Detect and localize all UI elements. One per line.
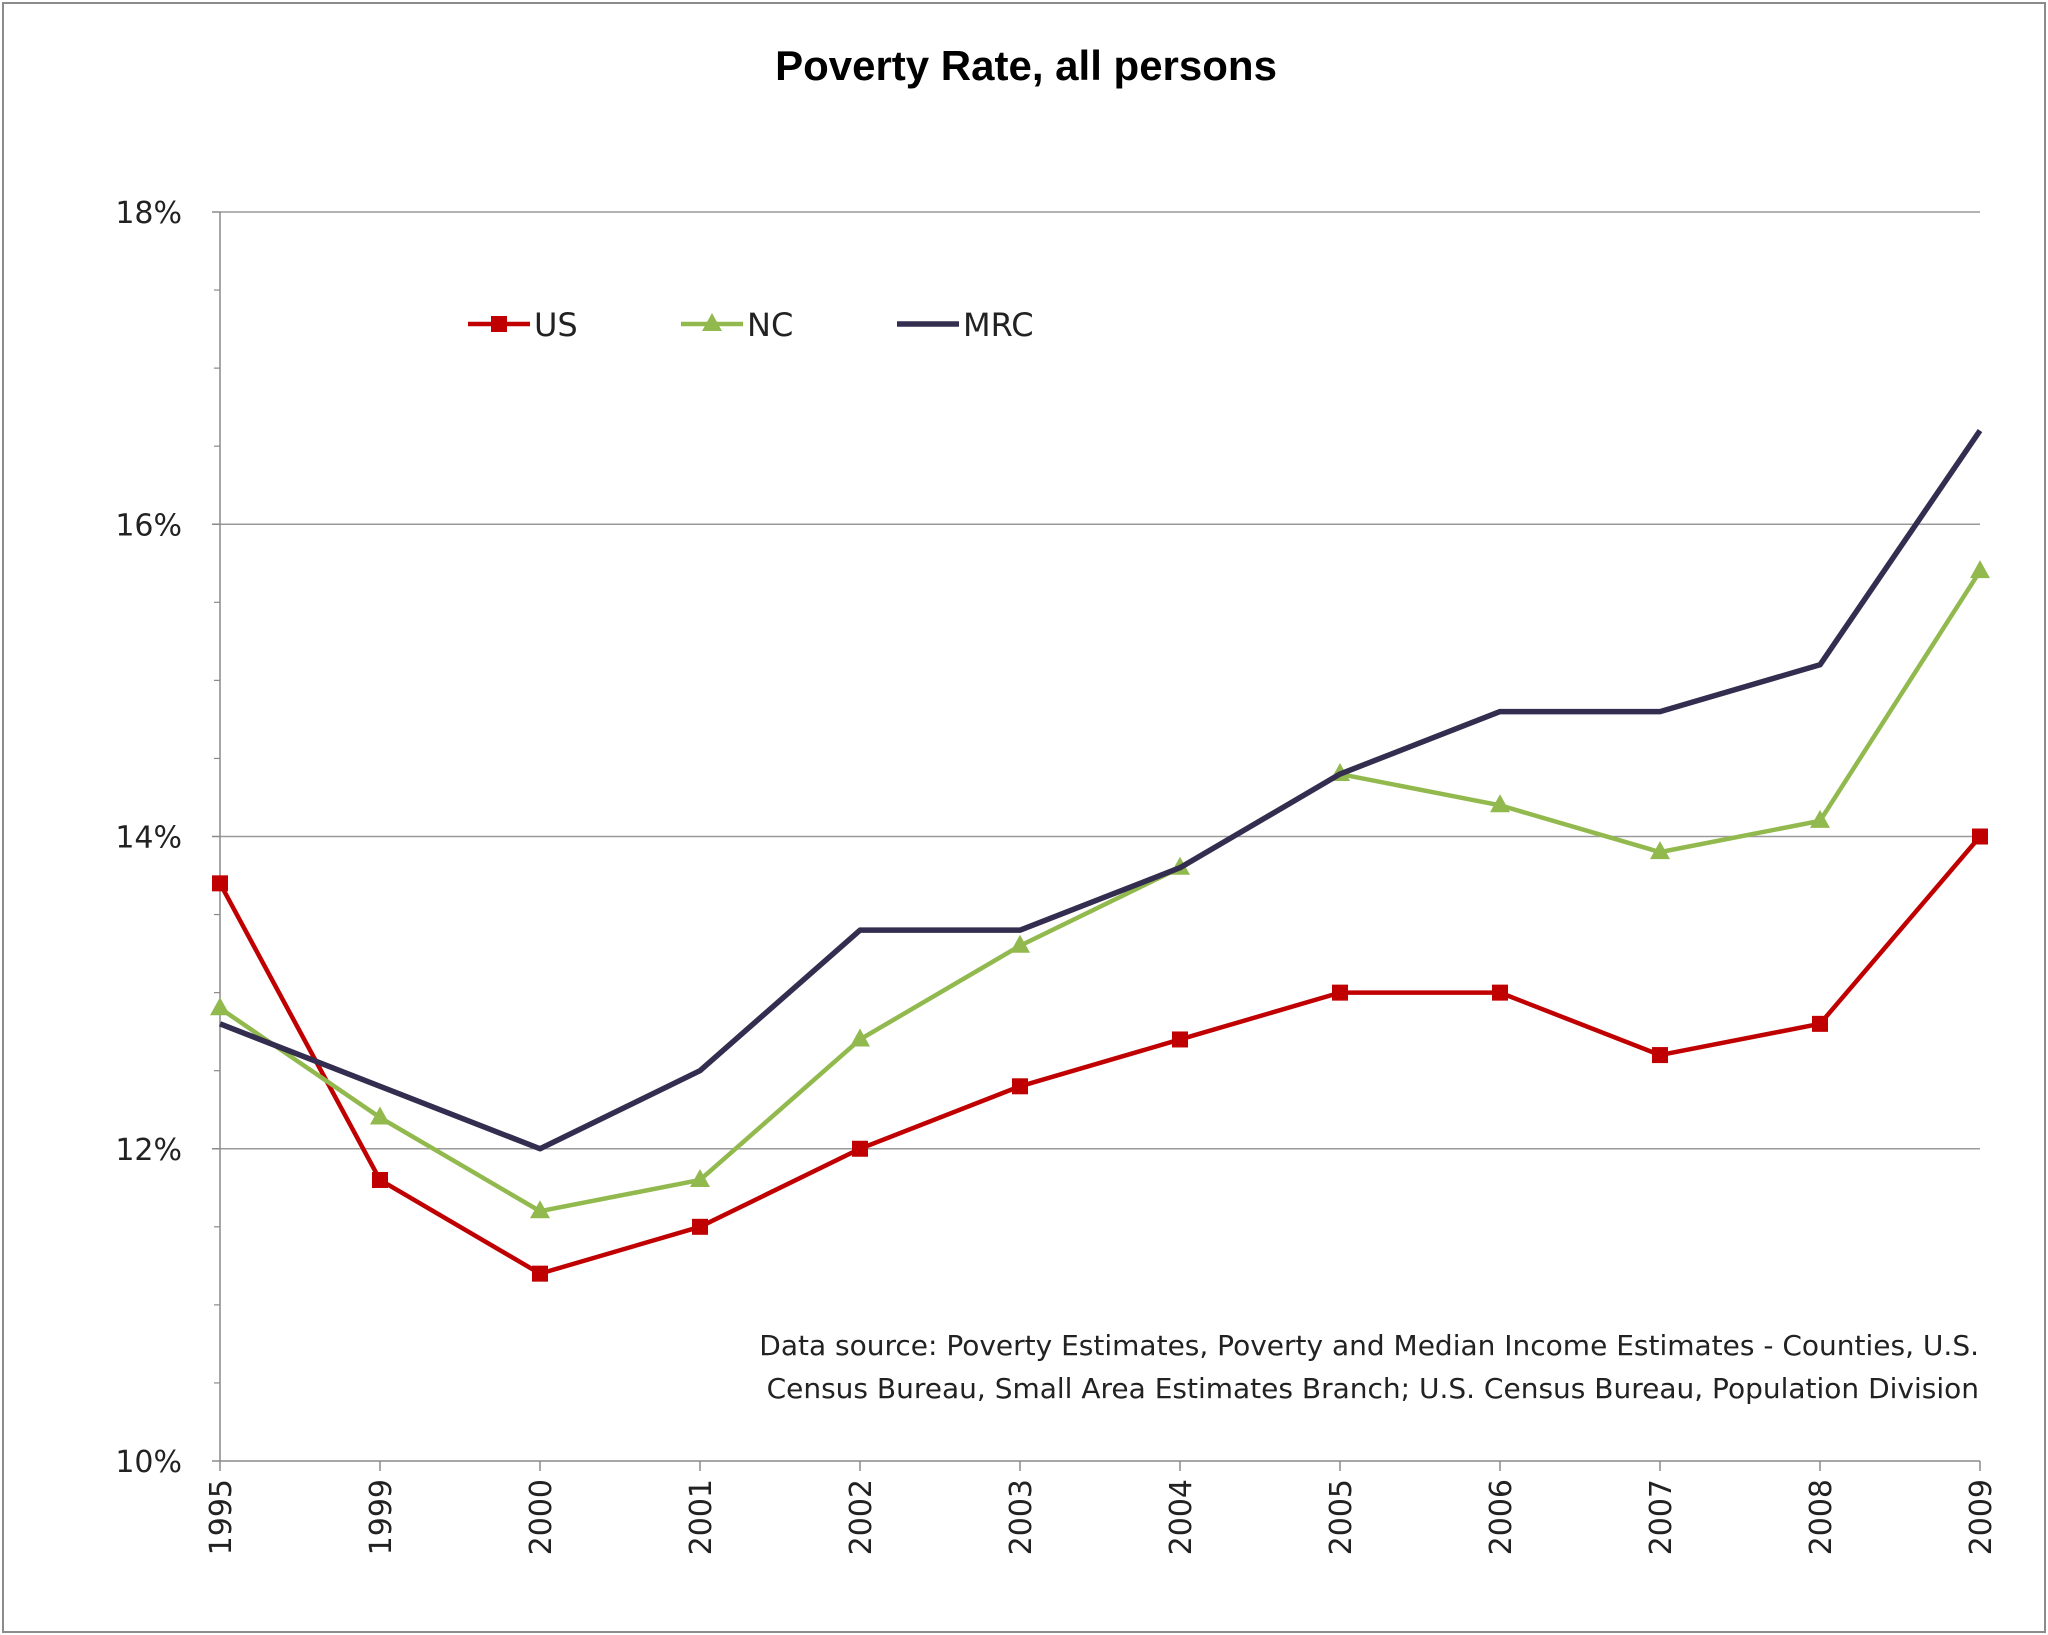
legend-label-us: US <box>534 306 578 344</box>
data-point-us <box>692 1218 708 1235</box>
data-point-nc <box>1650 841 1670 860</box>
data-point-nc <box>850 1028 870 1047</box>
axes: 10% 12% 14% 16% 18% 1995 1999 2000 2001 2002 2003 2… <box>115 196 1999 1555</box>
series-line-us <box>218 835 1982 1276</box>
data-point-us <box>491 316 507 332</box>
x-tick-label: 2007 <box>1644 1479 1679 1555</box>
series-line-mrc <box>219 429 1983 1152</box>
data-point-us <box>1012 1078 1028 1095</box>
legend-label-mrc: MRC <box>963 306 1034 344</box>
y-tick-label: 16% <box>115 508 182 543</box>
series-lines <box>210 429 1990 1282</box>
x-tick-label: 1995 <box>204 1479 239 1555</box>
data-point-us <box>372 1171 388 1188</box>
data-point-us <box>212 875 228 892</box>
data-point-nc <box>1010 934 1030 953</box>
data-point-nc <box>702 313 722 331</box>
data-point-nc <box>1810 809 1830 828</box>
data-point-us <box>1972 828 1988 845</box>
x-tick-label: 2002 <box>844 1479 879 1555</box>
data-point-us <box>532 1265 548 1282</box>
x-tick-label: 1999 <box>364 1479 399 1555</box>
data-point-us <box>1492 984 1508 1001</box>
chart-title: Poverty Rate, all persons <box>775 42 1277 89</box>
legend-label-nc: NC <box>747 306 793 344</box>
x-tick-label: 2003 <box>1004 1479 1039 1555</box>
series-line-nc <box>218 569 1982 1214</box>
data-point-nc <box>370 1106 390 1125</box>
data-point-us <box>1812 1015 1828 1032</box>
y-tick-label: 14% <box>115 821 182 856</box>
x-tick-label: 2008 <box>1804 1479 1839 1555</box>
x-tick-label: 2005 <box>1324 1479 1359 1555</box>
data-point-us <box>852 1140 868 1157</box>
y-tick-label: 12% <box>115 1133 182 1168</box>
data-point-nc <box>1970 560 1990 579</box>
y-tick-label: 10% <box>115 1445 182 1480</box>
x-tick-label: 2004 <box>1164 1479 1199 1555</box>
x-tick-label: 2006 <box>1484 1479 1519 1555</box>
y-tick-label: 18% <box>115 196 182 231</box>
data-source-line-1: Data source: Poverty Estimates, Poverty … <box>759 1329 1979 1362</box>
x-tick-label: 2001 <box>684 1479 719 1555</box>
data-point-nc <box>530 1200 550 1219</box>
x-tick-label: 2000 <box>524 1479 559 1555</box>
gridlines <box>220 211 1980 1150</box>
data-point-us <box>1172 1031 1188 1048</box>
data-point-nc <box>1490 794 1510 813</box>
data-point-us <box>1652 1047 1668 1064</box>
data-point-nc <box>690 1168 710 1187</box>
legend: US NC MRC <box>468 306 1034 344</box>
x-tick-label: 2009 <box>1964 1479 1999 1555</box>
data-source-line-2: Census Bureau, Small Area Estimates Bran… <box>767 1372 1979 1405</box>
data-point-us <box>1332 984 1348 1001</box>
data-point-nc <box>210 997 230 1016</box>
data-source-note: Data source: Poverty Estimates, Poverty … <box>759 1329 1979 1405</box>
line-chart: Poverty Rate, all persons 10% 12% 14% 16% 18… <box>115 42 1999 1555</box>
